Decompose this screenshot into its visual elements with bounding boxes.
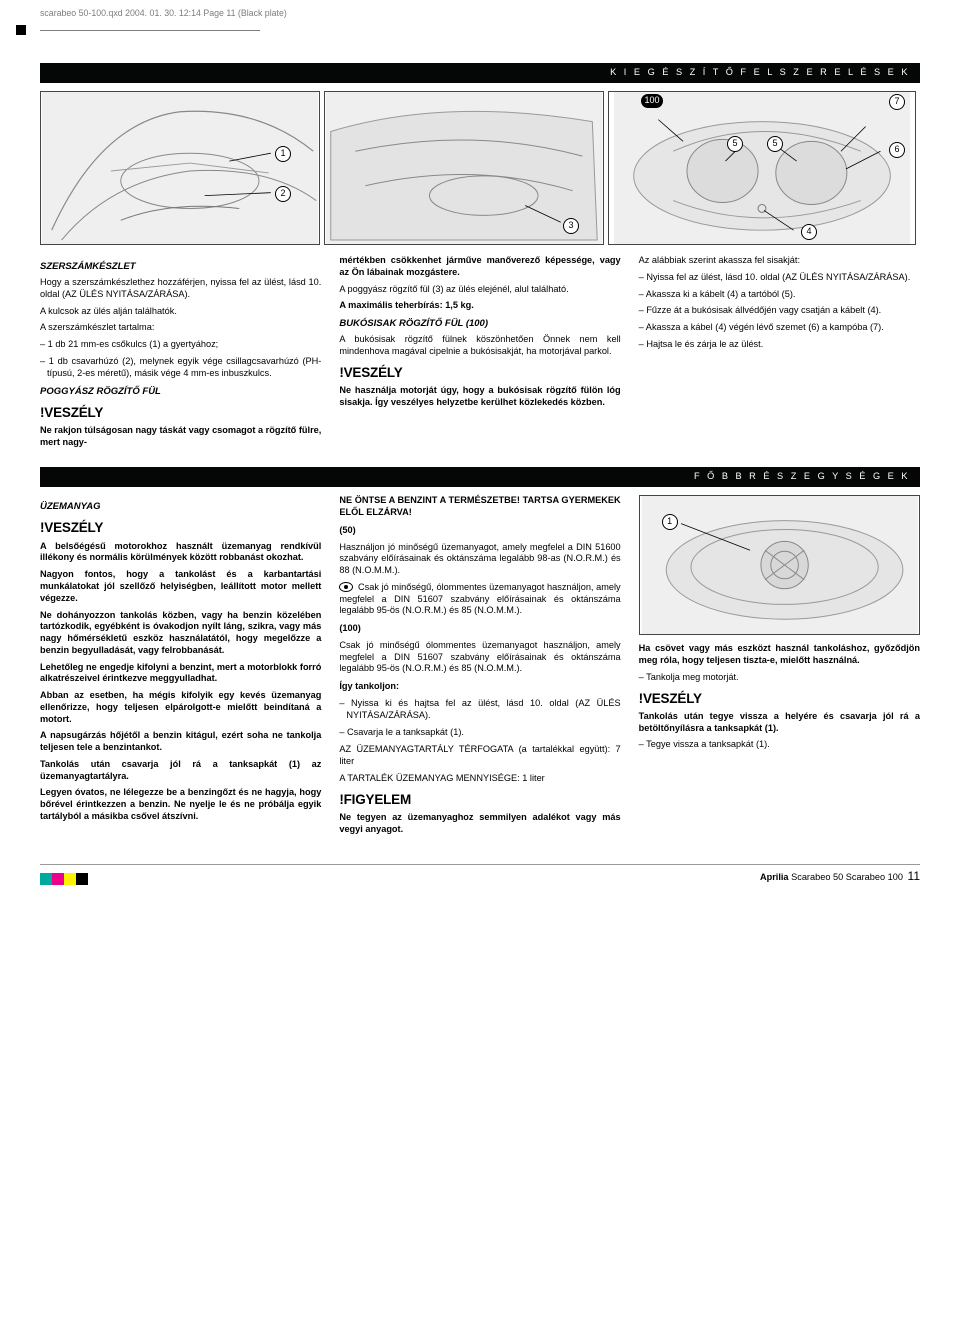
callout-1: 1 — [275, 146, 291, 162]
list-item: – Hajtsa le és zárja le az ülést. — [639, 339, 920, 351]
figure-4: 1 — [639, 495, 920, 635]
page-reference: Aprilia Scarabeo 50 Scarabeo 100 11 — [760, 869, 920, 884]
callout-5a: 5 — [727, 136, 743, 152]
heading-szerszam: SZERSZÁMKÉSZLET — [40, 261, 321, 273]
text: A kulcsok az ülés alján találhatók. — [40, 306, 321, 318]
text: AZ ÜZEMANYAGTARTÁLY TÉRFOGATA (a tartalé… — [339, 744, 620, 768]
text: Ne dohányozzon tankolás közben, vagy ha … — [40, 610, 321, 657]
text: Az alábbiak szerint akassza fel sisakját… — [639, 255, 920, 267]
col-a: SZERSZÁMKÉSZLET Hogy a szerszámkészlethe… — [40, 255, 321, 453]
text: Tankolás után tegye vissza a helyére és … — [639, 711, 920, 735]
text: Ha csövet vagy más eszközt használ tanko… — [639, 643, 920, 667]
list-item: – Tegye vissza a tanksapkát (1). — [639, 739, 920, 751]
callout-2: 2 — [275, 186, 291, 202]
list-item: – 1 db 21 mm-es csőkulcs (1) a gyertyáho… — [40, 339, 321, 351]
danger-label: VESZÉLY — [40, 519, 321, 536]
callout-f1: 1 — [662, 514, 678, 530]
list-item: – Tankolja meg motorját. — [639, 672, 920, 684]
danger-label: VESZÉLY — [639, 690, 920, 707]
list-item: – Csavarja le a tanksapkát (1). — [339, 727, 620, 739]
figure-1: 1 2 — [40, 91, 320, 245]
subhead-50: (50) — [339, 525, 620, 537]
text: Ne tegyen az üzemanyaghoz semmilyen adal… — [339, 812, 620, 836]
text: Ne használja motorját úgy, hogy a bukósi… — [339, 385, 620, 409]
heading-poggyasz: POGGYÁSZ RÖGZÍTŐ FÜL — [40, 386, 321, 398]
text: Így tankoljon: — [339, 681, 620, 693]
callout-7: 7 — [889, 94, 905, 110]
col-e: NE ÖNTSE A BENZINT A TERMÉSZETBE! TARTSA… — [339, 495, 620, 840]
list-item: – Nyissa fel az ülést, lásd 10. oldal (A… — [639, 272, 920, 284]
figure-3: 100 7 5 5 6 4 — [608, 91, 916, 245]
callout-4: 4 — [801, 224, 817, 240]
text: NE ÖNTSE A BENZINT A TERMÉSZETBE! TARTSA… — [339, 495, 620, 519]
text: Nagyon fontos, hogy a tankolást és a kar… — [40, 569, 321, 604]
text: Csak jó minőségű, ólommentes üzemanyagot… — [339, 582, 620, 617]
callout-6: 6 — [889, 142, 905, 158]
warning-label: FIGYELEM — [339, 791, 620, 808]
crop-marks — [16, 25, 920, 35]
list-item: – 1 db csavarhúzó (2), melynek egyik vég… — [40, 356, 321, 380]
print-slug: scarabeo 50-100.qxd 2004. 01. 30. 12:14 … — [40, 8, 920, 19]
text: A poggyász rögzítő fül (3) az ülés elejé… — [339, 284, 620, 296]
list-item: – Nyissa ki és hajtsa fel az ülést, lásd… — [339, 698, 620, 722]
subhead-100: (100) — [339, 623, 620, 635]
cmyk-swatches — [40, 873, 88, 885]
callout-3: 3 — [563, 218, 579, 234]
text: Lehetőleg ne engedje kifolyni a benzint,… — [40, 662, 321, 686]
col-c: Az alábbiak szerint akassza fel sisakját… — [639, 255, 920, 453]
list-item: – Akassza ki a kábelt (4) a tartóból (5)… — [639, 289, 920, 301]
page-footer: Aprilia Scarabeo 50 Scarabeo 100 11 — [40, 864, 920, 884]
page-number: 11 — [908, 869, 920, 883]
heading-uzemanyag: ÜZEMANYAG — [40, 501, 321, 513]
callout-100: 100 — [641, 94, 663, 108]
figure-2: 3 — [324, 91, 604, 245]
list-item: – Akassza a kábel (4) végén lévő szemet … — [639, 322, 920, 334]
text: A szerszámkészlet tartalma: — [40, 322, 321, 334]
text: mértékben csökkenhet járműve manőverező … — [339, 255, 620, 279]
text: Hogy a szerszámkészlethez hozzáférjen, n… — [40, 277, 321, 301]
brand: Aprilia — [760, 872, 789, 882]
text: Csak jó minőségű ólommentes üzemanyagot … — [339, 640, 620, 675]
eye-icon — [339, 582, 353, 592]
figure-row-1: 1 2 3 100 7 5 — [40, 91, 920, 245]
callout-5b: 5 — [767, 136, 783, 152]
text: A bukósisak rögzítő fülnek köszönhetően … — [339, 334, 620, 358]
text: A belsőégésű motorokhoz használt üzemany… — [40, 541, 321, 565]
text: A TARTALÉK ÜZEMANYAG MENNYISÉGE: 1 liter — [339, 773, 620, 785]
model: Scarabeo 50 Scarabeo 100 — [789, 872, 903, 882]
danger-label: VESZÉLY — [339, 364, 620, 381]
section-header-1: K I E G É S Z Í T Ő F E L S Z E R E L É … — [40, 63, 920, 83]
col-d: ÜZEMANYAG VESZÉLY A belsőégésű motorokho… — [40, 495, 321, 840]
text: Legyen óvatos, ne lélegezze be a benzing… — [40, 787, 321, 822]
section-header-2: F Ő B B R É S Z E G Y S É G E K — [40, 467, 920, 487]
text: Abban az esetben, ha mégis kifolyik egy … — [40, 690, 321, 725]
text: Használjon jó minőségű üzemanyagot, amel… — [339, 542, 620, 577]
text: A napsugárzás hőjétől a benzin kitágul, … — [40, 730, 321, 754]
text: Ne rakjon túlságosan nagy táskát vagy cs… — [40, 425, 321, 449]
text-columns-1: SZERSZÁMKÉSZLET Hogy a szerszámkészlethe… — [40, 255, 920, 453]
text: A maximális teherbírás: 1,5 kg. — [339, 300, 620, 312]
text-columns-2: ÜZEMANYAG VESZÉLY A belsőégésű motorokho… — [40, 495, 920, 840]
list-item: – Fűzze át a bukósisak állvédőjén vagy c… — [639, 305, 920, 317]
text: Csak jó minőségű, ólommentes üzemanyagot… — [339, 582, 620, 616]
col-f: 1 Ha csövet vagy más eszközt használ tan… — [639, 495, 920, 840]
danger-label: VESZÉLY — [40, 404, 321, 421]
heading-bukosisak: BUKÓSISAK RÖGZÍTŐ FÜL (100) — [339, 318, 620, 330]
col-b: mértékben csökkenhet járműve manőverező … — [339, 255, 620, 453]
text: Tankolás után csavarja jól rá a tanksapk… — [40, 759, 321, 783]
